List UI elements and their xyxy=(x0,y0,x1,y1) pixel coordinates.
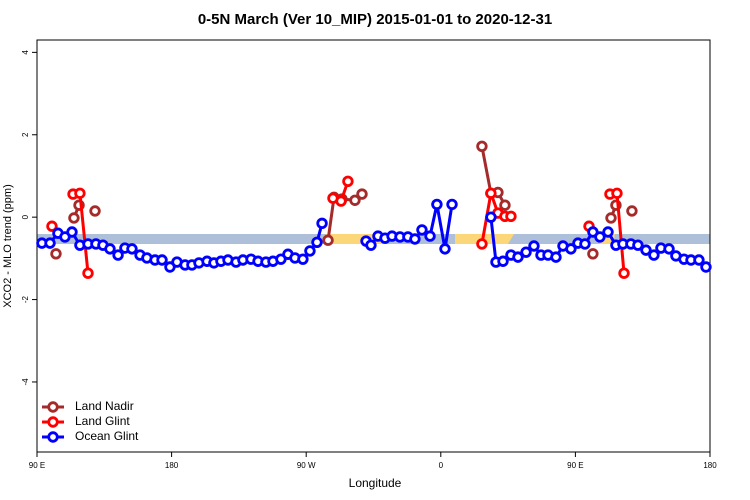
data-point xyxy=(626,205,638,217)
x-tick-label: 90 E xyxy=(29,461,45,470)
data-point xyxy=(322,234,334,246)
data-point xyxy=(304,245,316,257)
data-point xyxy=(431,198,443,211)
data-point xyxy=(82,267,94,279)
y-tick-label: -4 xyxy=(21,378,30,386)
legend-marker xyxy=(47,401,59,413)
y-tick-label: 0 xyxy=(21,214,30,219)
data-point xyxy=(335,195,347,207)
data-point xyxy=(611,187,623,199)
data-point xyxy=(439,243,451,255)
data-point xyxy=(648,249,660,261)
data-point xyxy=(528,240,540,252)
y-tick-label: -2 xyxy=(21,295,30,303)
data-point xyxy=(409,233,421,245)
data-point xyxy=(640,244,652,256)
data-point xyxy=(356,188,368,200)
data-point xyxy=(587,248,599,260)
legend-label: Land Glint xyxy=(75,414,130,428)
data-point xyxy=(520,246,532,258)
legend-label: Ocean Glint xyxy=(75,429,139,443)
data-point xyxy=(104,243,116,255)
data-point xyxy=(663,243,675,255)
x-tick-label: 180 xyxy=(165,461,179,470)
data-point xyxy=(499,199,511,211)
plot-frame xyxy=(36,39,711,453)
data-point xyxy=(485,211,497,223)
data-point xyxy=(297,253,309,265)
data-point xyxy=(342,175,354,188)
x-tick-label: 90 W xyxy=(297,461,316,470)
x-tick-label: 90 E xyxy=(567,461,583,470)
x-axis-label: Longitude xyxy=(349,476,402,490)
data-point xyxy=(446,198,458,211)
data-point xyxy=(156,254,168,266)
data-point xyxy=(512,251,524,263)
data-point xyxy=(89,205,101,217)
data-point xyxy=(311,236,323,248)
data-point xyxy=(476,140,488,152)
data-point xyxy=(424,230,436,242)
data-point xyxy=(68,212,80,224)
x-tick-label: 180 xyxy=(703,461,717,470)
y-tick-label: 4 xyxy=(21,50,30,55)
data-point xyxy=(700,261,712,273)
legend-marker xyxy=(47,416,59,428)
x-tick-label: 0 xyxy=(439,461,444,470)
data-point xyxy=(44,237,56,249)
data-point xyxy=(579,238,591,250)
data-point xyxy=(602,226,614,238)
data-point xyxy=(126,243,138,255)
data-point xyxy=(349,194,361,206)
data-point xyxy=(594,231,606,243)
y-axis-label: XCO2 - MLO trend (ppm) xyxy=(2,184,14,307)
data-point xyxy=(416,224,428,236)
data-point xyxy=(497,255,509,267)
data-point xyxy=(565,243,577,255)
data-point xyxy=(693,254,705,266)
data-point xyxy=(618,267,630,279)
data-point xyxy=(485,187,497,199)
data-point xyxy=(550,251,562,263)
data-point xyxy=(66,226,78,238)
data-point xyxy=(505,210,517,223)
legend-label: Land Nadir xyxy=(75,399,134,413)
data-point xyxy=(632,239,644,251)
legend-marker xyxy=(47,431,59,443)
data-point xyxy=(316,217,328,230)
y-tick-label: 2 xyxy=(21,132,30,137)
data-point xyxy=(112,249,124,261)
data-point xyxy=(46,220,58,232)
data-point xyxy=(50,248,62,260)
data-point xyxy=(605,212,617,224)
data-point xyxy=(365,239,377,251)
data-point xyxy=(74,187,86,199)
data-point xyxy=(476,238,488,250)
chart-title: 0-5N March (Ver 10_MIP) 2015-01-01 to 20… xyxy=(198,11,552,28)
